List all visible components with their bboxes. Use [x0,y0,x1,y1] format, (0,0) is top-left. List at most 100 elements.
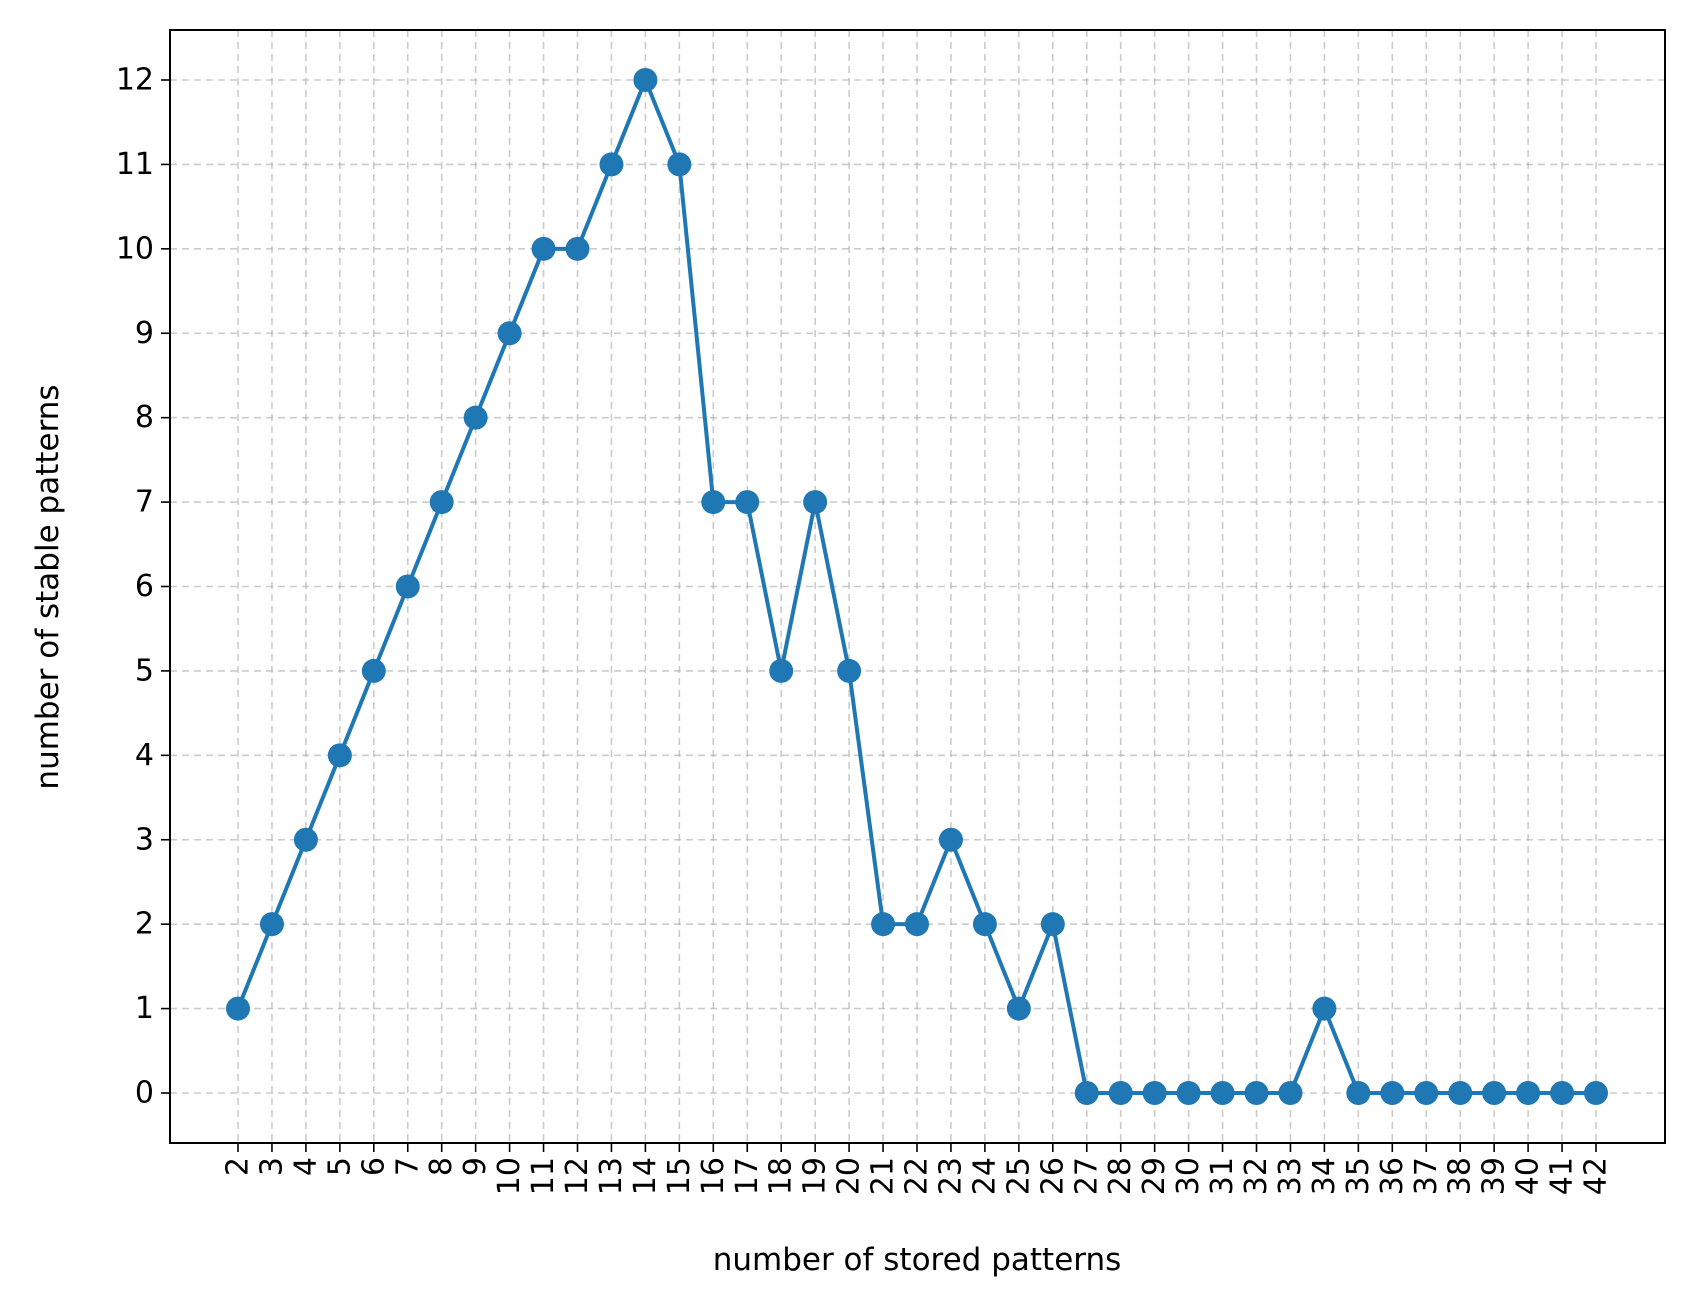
x-tick-label: 39 [1477,1157,1512,1195]
data-point [1550,1081,1575,1105]
y-tick-label: 2 [135,907,154,942]
data-point [1108,1081,1133,1105]
data-point [259,912,284,937]
x-tick-label: 11 [526,1157,561,1195]
data-point [769,658,794,683]
data-point [1312,996,1337,1021]
x-tick-label: 2 [221,1157,256,1176]
x-tick-label: 21 [866,1157,901,1195]
data-point [837,658,862,683]
y-tick-label: 4 [135,738,154,773]
y-tick-label: 10 [116,231,154,266]
x-tick-label: 4 [288,1157,323,1176]
x-tick-label: 5 [322,1157,357,1176]
x-tick-label: 40 [1511,1157,1546,1195]
y-tick-label: 1 [135,991,154,1026]
data-point [1482,1081,1507,1105]
data-point [938,827,963,852]
x-tick-label: 16 [696,1157,731,1195]
x-tick-label: 3 [254,1157,289,1176]
x-tick-label: 32 [1239,1157,1274,1195]
x-tick-label: 41 [1545,1157,1580,1195]
x-tick-label: 30 [1171,1157,1206,1195]
x-tick-label: 9 [458,1157,493,1176]
series [226,68,1608,1105]
y-tick-label: 3 [135,822,154,857]
x-tick-label: 26 [1035,1157,1070,1195]
x-tick-label: 24 [967,1157,1002,1195]
x-axis-label: number of stored patterns [713,1242,1122,1278]
data-point [905,912,929,937]
data-point [361,658,386,683]
data-point [463,405,488,430]
x-tick-label: 18 [764,1157,799,1195]
data-point [871,912,896,937]
x-tick-label: 28 [1103,1157,1138,1195]
data-point [226,996,250,1021]
x-tick-label: 10 [492,1157,527,1195]
data-point [1040,912,1065,937]
x-tick-label: 35 [1341,1157,1376,1195]
data-point [701,490,726,515]
data-point [1346,1081,1371,1105]
data-point [735,490,760,515]
data-point [1006,996,1031,1021]
data-point [1142,1081,1167,1105]
x-tick-label: 25 [1001,1157,1036,1195]
data-point [1516,1081,1541,1105]
x-tick-label: 29 [1137,1157,1172,1195]
y-tick-label: 7 [135,485,154,520]
x-tick-label: 20 [832,1157,867,1195]
data-point [803,490,828,515]
data-point [633,68,658,92]
y-tick-label: 11 [116,147,154,182]
data-point [1584,1081,1608,1105]
data-point [293,827,318,852]
x-tick-label: 22 [900,1157,935,1195]
x-tick-label: 23 [933,1157,968,1195]
x-tick-label: 8 [424,1157,459,1176]
x-tick-label: 37 [1409,1157,1444,1195]
data-point [1278,1081,1303,1105]
x-tick-label: 15 [662,1157,697,1195]
y-tick-label: 9 [135,316,154,351]
data-point [667,152,692,177]
plot-frame [169,29,1666,1144]
x-tick-label: 34 [1307,1157,1342,1195]
x-tick-label: 27 [1069,1157,1104,1195]
y-tick-label: 0 [135,1076,154,1111]
x-tick-label: 31 [1205,1157,1240,1195]
x-tick-label: 42 [1579,1157,1614,1195]
data-point [429,490,454,515]
data-point [565,236,590,261]
x-tick-label: 19 [798,1157,833,1195]
x-tick-label: 33 [1273,1157,1308,1195]
data-point [1244,1081,1269,1105]
data-point [1210,1081,1235,1105]
data-point [1176,1081,1201,1105]
data-point [497,321,522,346]
data-point [327,743,352,768]
data-point [1448,1081,1473,1105]
y-tick-label: 6 [135,569,154,604]
x-tick-label: 13 [594,1157,629,1195]
x-tick-label: 38 [1443,1157,1478,1195]
data-point [395,574,420,599]
x-tick-label: 6 [356,1157,391,1176]
data-point [1074,1081,1099,1105]
data-point [972,912,997,937]
x-tick-label: 12 [560,1157,595,1195]
x-tick-label: 17 [730,1157,765,1195]
data-point [1380,1081,1405,1105]
axis-ticks: 2345678910111213141516171819202122232425… [116,63,1614,1196]
x-tick-label: 14 [628,1157,663,1195]
data-point [599,152,624,177]
y-tick-label: 5 [135,653,154,688]
data-point [1414,1081,1439,1105]
y-tick-label: 8 [135,400,154,435]
y-axis-label: number of stable patterns [30,384,66,789]
x-tick-label: 36 [1375,1157,1410,1195]
x-tick-label: 7 [390,1157,425,1176]
data-point [531,236,556,261]
